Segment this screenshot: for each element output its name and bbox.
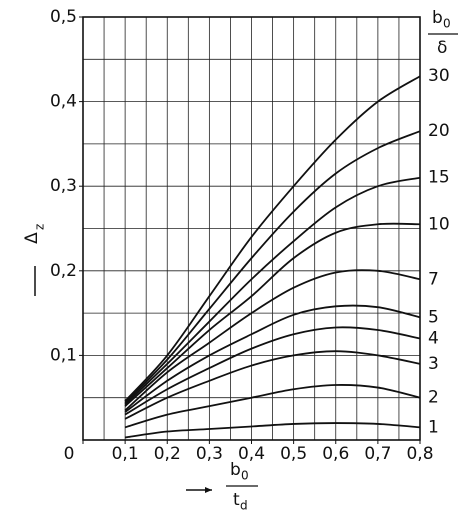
series-label: 2 bbox=[428, 388, 439, 408]
x-axis-title: b 0 t d bbox=[186, 460, 258, 513]
series-label: 1 bbox=[428, 417, 439, 437]
series-line bbox=[124, 75, 421, 402]
series-line bbox=[124, 422, 421, 439]
series-label: 20 bbox=[428, 121, 450, 141]
x-axis-arrowhead bbox=[205, 487, 212, 493]
series-label: 15 bbox=[428, 168, 450, 188]
series-label: 7 bbox=[428, 269, 439, 289]
x-tick-label: 0,3 bbox=[196, 444, 223, 464]
series-line bbox=[124, 269, 421, 412]
x-tick-label: 0,4 bbox=[238, 444, 265, 464]
series-label: 10 bbox=[428, 214, 450, 234]
x-tick-label: 0,1 bbox=[112, 444, 139, 464]
y-tick-label: 0,4 bbox=[50, 92, 77, 112]
y-tick-label: 0,5 bbox=[50, 7, 77, 27]
y-tick-label: 0,3 bbox=[50, 176, 77, 196]
series-line bbox=[124, 326, 421, 416]
legend-title-num: b bbox=[432, 8, 443, 28]
series-line bbox=[124, 130, 421, 404]
series-line bbox=[124, 176, 421, 406]
y-label-sub: z bbox=[33, 224, 47, 230]
series-line bbox=[124, 384, 421, 429]
legend-title: b 0 δ bbox=[428, 8, 458, 58]
x-label-den: t bbox=[233, 490, 240, 510]
series-line bbox=[124, 304, 421, 413]
y-label-main: Δ bbox=[22, 232, 42, 244]
x-tick-label: 0,8 bbox=[406, 444, 433, 464]
series-label: 3 bbox=[428, 354, 439, 374]
series-line bbox=[124, 350, 421, 420]
x-label-den-sub: d bbox=[240, 499, 248, 513]
y-tick-label: 0,1 bbox=[50, 345, 77, 365]
series-line bbox=[124, 222, 421, 407]
x-tick-label: 0,6 bbox=[322, 444, 349, 464]
x-tick-label: 0,5 bbox=[280, 444, 307, 464]
x-label-num-sub: 0 bbox=[241, 469, 249, 483]
x-label-num: b bbox=[230, 460, 241, 480]
x-tick-label: 0 bbox=[64, 444, 75, 464]
legend-title-den: δ bbox=[437, 38, 447, 58]
x-tick-label: 0,2 bbox=[154, 444, 181, 464]
series-label: 5 bbox=[428, 307, 439, 327]
x-tick-label: 0,7 bbox=[364, 444, 391, 464]
legend-title-num-sub: 0 bbox=[443, 17, 451, 31]
y-tick-label: 0,2 bbox=[50, 261, 77, 281]
series-label: 30 bbox=[428, 66, 450, 86]
y-axis-title: Δ z bbox=[22, 224, 47, 296]
series-label: 4 bbox=[428, 328, 439, 348]
